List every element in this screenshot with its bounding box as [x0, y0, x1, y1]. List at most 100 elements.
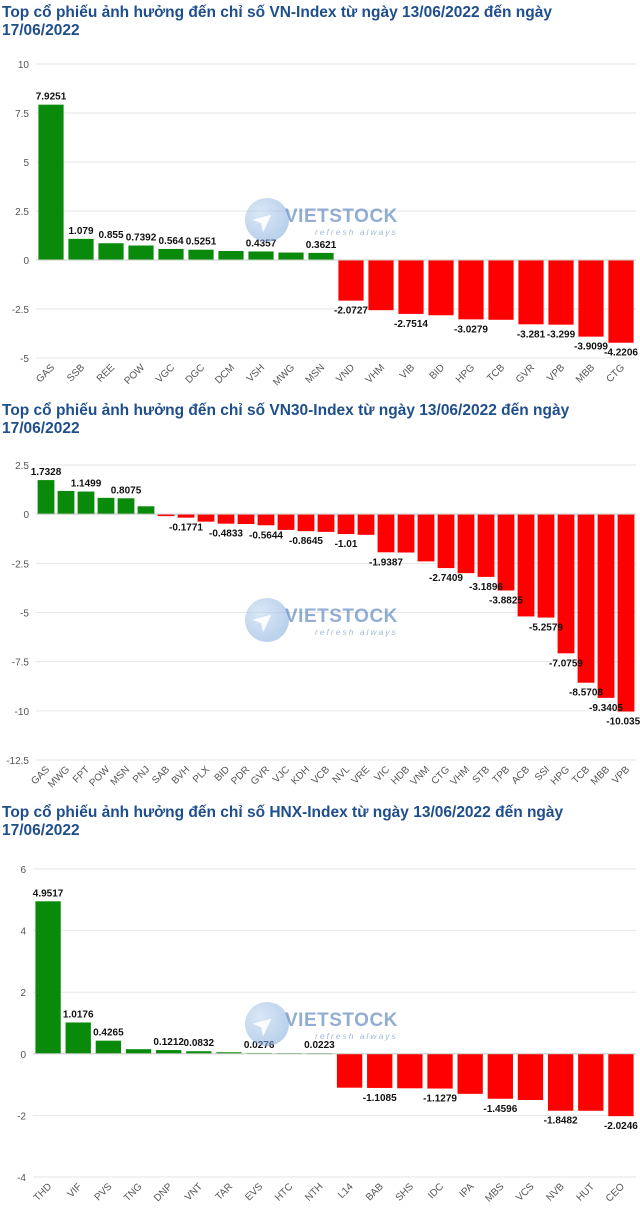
bar[interactable] — [65, 1022, 91, 1054]
y-tick-label: -4 — [17, 1173, 26, 1184]
bar[interactable] — [95, 1040, 122, 1054]
bar[interactable] — [368, 260, 394, 311]
bar[interactable] — [608, 1053, 634, 1117]
bar[interactable] — [297, 514, 315, 532]
data-label: 0.3621 — [306, 240, 337, 251]
x-tick-label: CTG — [604, 362, 627, 385]
bar[interactable] — [125, 1049, 152, 1054]
bar[interactable] — [617, 514, 635, 712]
bar[interactable] — [308, 252, 334, 260]
bar[interactable] — [98, 243, 124, 260]
x-tick-label: BVH — [170, 764, 192, 786]
x-tick-label: MWG — [271, 362, 297, 388]
bar[interactable] — [398, 260, 424, 314]
bar[interactable] — [428, 260, 454, 316]
bar[interactable] — [217, 514, 235, 524]
bar[interactable] — [427, 1053, 453, 1089]
x-tick-label: GVR — [514, 362, 537, 385]
y-tick-label: 2 — [20, 988, 26, 999]
bar[interactable] — [357, 514, 375, 535]
bar[interactable] — [38, 104, 64, 260]
x-tick-label: VCB — [310, 764, 333, 787]
data-label: 0.0832 — [184, 1038, 215, 1049]
data-label: -3.281 — [517, 329, 546, 340]
bar[interactable] — [397, 1053, 423, 1089]
bar[interactable] — [417, 514, 435, 562]
data-label: 7.9251 — [36, 92, 67, 103]
bar[interactable] — [597, 514, 615, 698]
bar[interactable] — [547, 1053, 574, 1111]
bar[interactable] — [77, 491, 95, 515]
bar[interactable] — [257, 514, 275, 526]
bar[interactable] — [68, 238, 94, 260]
bar[interactable] — [367, 1053, 393, 1088]
bar[interactable] — [487, 1053, 513, 1099]
data-label: 0.1212 — [153, 1037, 184, 1048]
y-tick-label: 7.5 — [15, 109, 29, 120]
y-tick-label: 2.5 — [15, 461, 29, 472]
bar[interactable] — [157, 514, 175, 517]
bar[interactable] — [557, 514, 575, 654]
bar[interactable] — [37, 480, 55, 515]
data-label: 0.4357 — [246, 238, 277, 249]
bar[interactable] — [457, 514, 475, 574]
bar[interactable] — [437, 514, 455, 569]
bar[interactable] — [458, 260, 484, 320]
data-label: -2.7514 — [394, 319, 428, 330]
data-label: -0.1771 — [169, 523, 203, 534]
data-label: -5.2579 — [529, 623, 563, 634]
bar[interactable] — [158, 248, 184, 260]
y-tick-label: 2.5 — [15, 207, 29, 218]
bar[interactable] — [277, 514, 295, 530]
bar[interactable] — [237, 514, 255, 524]
bar[interactable] — [278, 252, 304, 260]
bar[interactable] — [577, 514, 595, 683]
bar[interactable] — [457, 1053, 483, 1094]
bar[interactable] — [578, 260, 604, 337]
y-tick-label: 5 — [23, 158, 29, 169]
bar[interactable] — [397, 514, 415, 553]
data-label: -1.1085 — [363, 1093, 397, 1104]
x-tick-label: VNT — [183, 1181, 205, 1203]
bar[interactable] — [137, 506, 155, 515]
bar[interactable] — [337, 514, 355, 535]
bar[interactable] — [317, 514, 335, 532]
data-label: -2.0727 — [334, 306, 368, 317]
bar[interactable] — [517, 1053, 544, 1100]
bar[interactable] — [336, 1053, 363, 1088]
bar[interactable] — [497, 514, 515, 591]
x-tick-label: EVS — [243, 1181, 265, 1203]
y-tick-label: -5 — [20, 609, 29, 620]
bar[interactable] — [197, 514, 215, 522]
bar[interactable] — [216, 1052, 242, 1054]
bar[interactable] — [128, 245, 154, 260]
bar[interactable] — [248, 251, 274, 260]
bar[interactable] — [156, 1050, 182, 1054]
bar[interactable] — [338, 260, 364, 301]
bar[interactable] — [35, 901, 61, 1054]
bar[interactable] — [377, 514, 395, 553]
bar[interactable] — [578, 1053, 604, 1111]
chart-title-vn30: Top cổ phiếu ảnh hưởng đến chỉ số VN30-I… — [2, 402, 570, 437]
bar[interactable] — [177, 514, 195, 518]
y-tick-label: 0 — [20, 1050, 26, 1061]
y-tick-label: 10 — [18, 60, 30, 71]
x-tick-label: THD — [32, 1181, 54, 1203]
x-tick-label: BID — [428, 362, 448, 382]
bar[interactable] — [488, 260, 514, 320]
bar[interactable] — [218, 250, 244, 260]
x-tick-label: MSN — [304, 362, 328, 386]
bar[interactable] — [186, 1051, 212, 1054]
bar[interactable] — [517, 514, 535, 617]
x-tick-label: PDR — [229, 764, 252, 787]
bar[interactable] — [518, 260, 544, 325]
x-tick-label: BID — [213, 764, 233, 784]
bar[interactable] — [608, 260, 634, 343]
bar[interactable] — [537, 514, 555, 618]
bar[interactable] — [188, 249, 214, 260]
bar[interactable] — [97, 497, 115, 515]
bar[interactable] — [548, 260, 574, 325]
bar[interactable] — [477, 514, 495, 577]
bar[interactable] — [117, 498, 135, 515]
bar[interactable] — [57, 490, 75, 515]
